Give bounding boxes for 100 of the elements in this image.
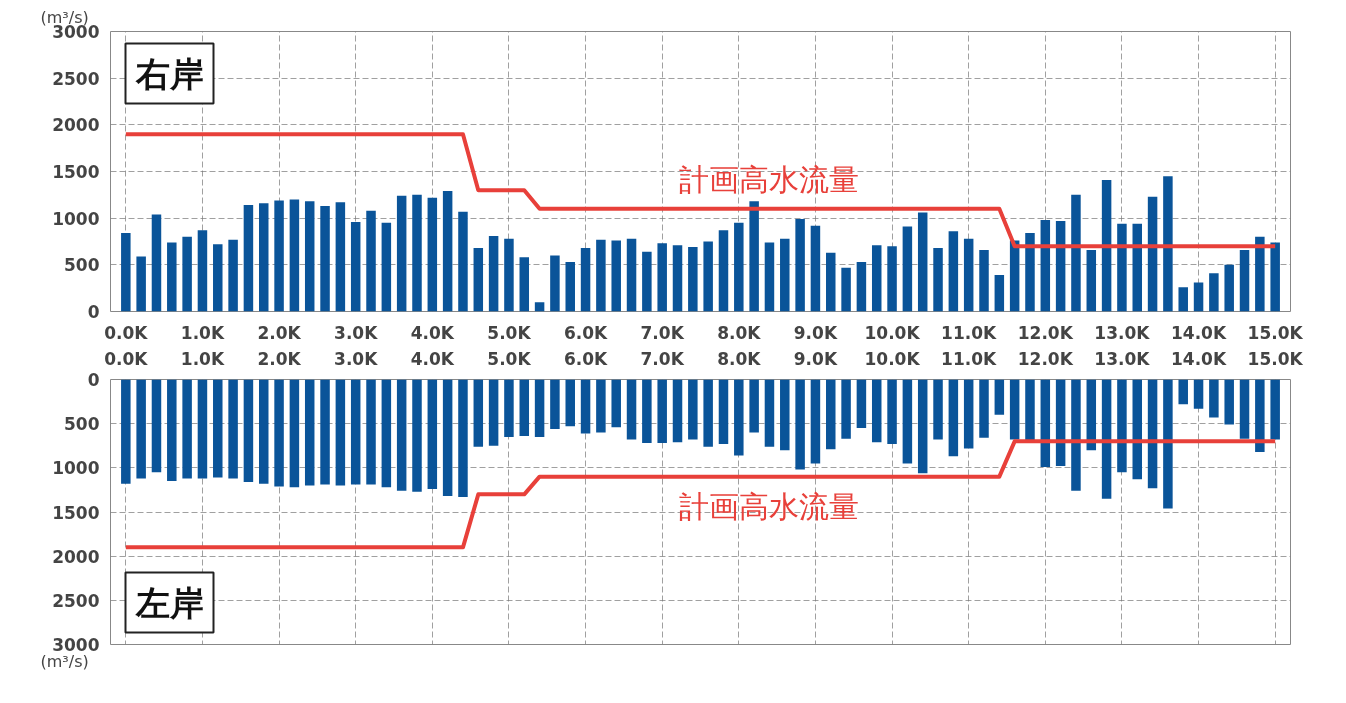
bar <box>381 379 392 488</box>
x-tick-label: 4.0K <box>410 322 455 343</box>
bar <box>1270 242 1280 312</box>
bar <box>121 379 131 484</box>
x-tick-label: 7.0K <box>640 348 685 369</box>
bar <box>856 379 867 429</box>
bar <box>887 379 897 444</box>
bar <box>626 379 637 440</box>
bar <box>213 379 223 478</box>
bar <box>963 379 974 449</box>
bar <box>565 262 575 312</box>
bar <box>121 233 131 312</box>
bar <box>167 242 177 312</box>
bar <box>427 197 438 312</box>
bar <box>412 379 422 492</box>
bar <box>274 379 284 487</box>
bar <box>979 379 989 438</box>
bar <box>871 245 882 312</box>
bar <box>412 194 422 312</box>
bar <box>427 379 438 490</box>
bar <box>841 379 851 439</box>
bar <box>672 245 683 312</box>
bar <box>887 246 897 312</box>
bar <box>504 238 514 312</box>
x-tick-label: 12.0K <box>1017 322 1074 343</box>
bar <box>182 236 192 312</box>
x-tick-label: 2.0K <box>257 322 302 343</box>
bar <box>917 379 928 474</box>
bar <box>1178 287 1188 312</box>
bar <box>917 212 928 312</box>
bar <box>197 379 208 479</box>
bar <box>136 379 146 479</box>
line-series <box>123 439 1278 550</box>
y-tick-label: 500 <box>64 414 100 435</box>
bar <box>473 379 484 447</box>
bar <box>320 206 330 312</box>
x-tick-label: 1.0K <box>180 348 225 369</box>
x-tick-label: 15.0K <box>1247 322 1304 343</box>
bar <box>488 235 499 312</box>
bar <box>642 379 652 444</box>
bar <box>810 379 821 464</box>
bar <box>1117 223 1127 312</box>
bar <box>856 262 867 312</box>
x-tick-label: 10.0K <box>864 348 921 369</box>
bar <box>611 240 621 312</box>
bar <box>320 379 330 485</box>
bar <box>304 379 315 486</box>
y-tick-label: 1000 <box>52 458 100 479</box>
bar <box>871 379 882 443</box>
y-tick-label: 2000 <box>52 115 100 136</box>
bar <box>197 230 208 312</box>
text: 左岸 <box>134 582 204 623</box>
series-label: 計画高水流量 <box>679 161 860 197</box>
bar <box>350 379 361 485</box>
bar <box>151 379 162 473</box>
x-tick-label: 2.0K <box>257 348 302 369</box>
x-tick-label: 0.0K <box>104 348 149 369</box>
bar <box>259 379 269 484</box>
bar <box>1071 194 1081 312</box>
bar <box>259 203 269 312</box>
bar <box>642 251 652 312</box>
bar <box>1178 379 1188 405</box>
bar <box>335 379 346 486</box>
bar <box>182 379 192 479</box>
y-tick-label: 2500 <box>52 68 100 89</box>
bar <box>136 256 146 312</box>
x-tick-label: 0.0K <box>104 322 149 343</box>
bar <box>1132 223 1142 312</box>
text: 右岸 <box>134 53 204 94</box>
y-tick-label: 0 <box>87 302 100 322</box>
x-tick-label: 11.0K <box>941 322 998 343</box>
bar <box>1055 379 1066 467</box>
bar <box>1101 379 1112 499</box>
x-tick-label: 6.0K <box>563 348 609 369</box>
bar <box>933 248 943 312</box>
bar <box>764 242 775 312</box>
bar <box>442 191 453 312</box>
y-tick-label: 500 <box>64 255 100 276</box>
bar <box>550 379 560 429</box>
bar <box>672 379 683 443</box>
y-tick-label: 2000 <box>52 546 100 567</box>
x-tick-label: 8.0K <box>717 322 762 343</box>
bar <box>550 255 560 312</box>
bar <box>1209 273 1219 312</box>
x-tick-label: 9.0K <box>793 348 838 369</box>
bar <box>795 219 805 312</box>
bar <box>304 201 315 312</box>
bar <box>688 379 698 440</box>
bar <box>519 257 530 312</box>
bar <box>534 302 545 312</box>
bar <box>1040 220 1051 312</box>
bar <box>780 238 790 312</box>
x-tick-label: 1.0K <box>180 322 225 343</box>
bar <box>994 275 1005 312</box>
x-tick-label: 14.0K <box>1170 348 1227 369</box>
bar <box>795 379 805 470</box>
bar <box>243 379 254 482</box>
bar <box>243 205 254 312</box>
bar <box>749 201 759 312</box>
bar <box>734 379 744 456</box>
